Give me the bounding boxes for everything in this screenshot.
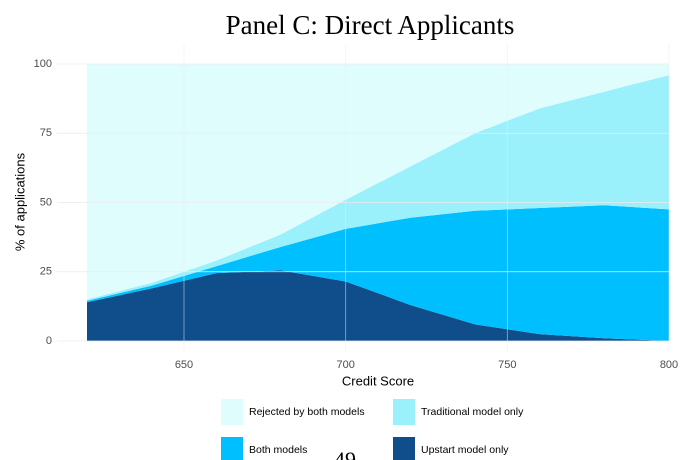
x-axis-label: Credit Score xyxy=(342,373,414,388)
y-tick-label: 50 xyxy=(40,196,52,208)
area xyxy=(87,205,669,341)
y-tick-label: 100 xyxy=(34,58,52,70)
page-number: 49 xyxy=(334,447,356,460)
area xyxy=(87,270,669,341)
area xyxy=(87,64,669,300)
legend-label: Rejected by both models xyxy=(249,406,365,418)
area xyxy=(87,75,669,301)
legend-swatch xyxy=(393,399,415,425)
x-tick-label: 800 xyxy=(660,359,678,371)
y-tick-label: 75 xyxy=(40,127,52,139)
x-tick-label: 700 xyxy=(336,359,354,371)
legend-label: Both models xyxy=(249,444,307,456)
x-tick-label: 650 xyxy=(175,359,193,371)
legend-label: Traditional model only xyxy=(421,406,524,418)
legend-swatch xyxy=(221,399,243,425)
chart-title: Panel C: Direct Applicants xyxy=(226,10,515,40)
y-axis-label: % of applications xyxy=(12,152,27,251)
legend-swatch xyxy=(393,437,415,460)
x-tick-label: 750 xyxy=(498,359,516,371)
legend-label: Upstart model only xyxy=(421,444,509,456)
y-tick-label: 25 xyxy=(40,266,52,278)
y-tick-label: 0 xyxy=(46,335,52,347)
legend-swatch xyxy=(221,437,243,460)
